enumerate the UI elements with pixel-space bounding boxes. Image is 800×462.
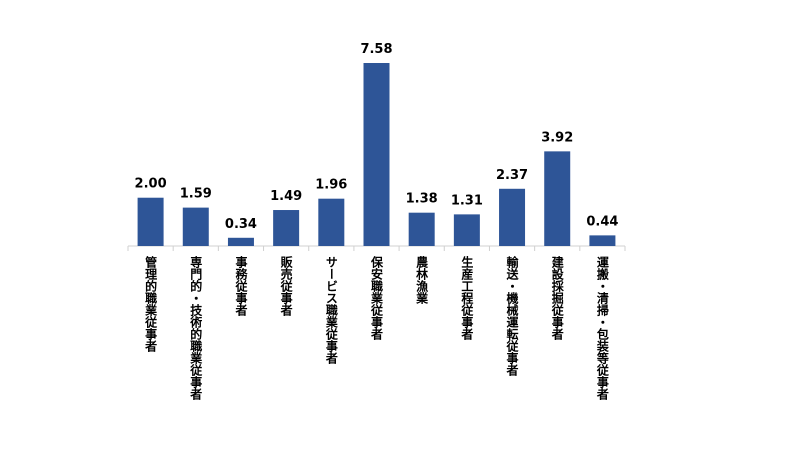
data-label: 2.00 [135, 177, 167, 192]
bar [499, 188, 526, 246]
bar [589, 235, 616, 246]
bar [544, 151, 571, 246]
x-tick-label: サービス職業従事者 [324, 256, 338, 365]
x-tick-label: 専門的・技術的職業従事者 [189, 255, 203, 401]
x-tick-label: 農林漁業 [415, 255, 429, 305]
x-tick-label: 管理的職業従事者 [144, 255, 158, 353]
data-label: 1.49 [270, 189, 302, 204]
data-label: 1.38 [406, 192, 438, 207]
data-label: 1.31 [451, 193, 483, 208]
bar [363, 63, 390, 246]
bar [453, 214, 480, 246]
data-label: 2.37 [496, 168, 528, 183]
x-tick-label: 保安職業従事者 [370, 255, 384, 341]
bar [318, 198, 345, 246]
bar [182, 207, 209, 246]
x-tick-label: 事務従事者 [234, 255, 248, 317]
data-label: 1.59 [180, 187, 212, 202]
bar [227, 237, 254, 246]
x-tick-label: 販売従事者 [279, 255, 293, 317]
bar [408, 212, 435, 246]
data-label: 7.58 [360, 42, 392, 57]
data-label: 1.96 [315, 178, 347, 193]
bar [273, 210, 300, 246]
data-label: 0.34 [225, 217, 257, 232]
x-tick-label: 生産工程従事者 [460, 255, 474, 341]
x-tick-label: 運搬・清掃・包装等従事者 [595, 256, 609, 401]
bar [137, 197, 164, 246]
data-label: 3.92 [541, 130, 573, 145]
x-tick-label: 建設採掘従事者 [550, 255, 564, 341]
data-label: 0.44 [586, 214, 618, 229]
x-tick-label: 輸送・機械運転従事者 [505, 255, 519, 377]
